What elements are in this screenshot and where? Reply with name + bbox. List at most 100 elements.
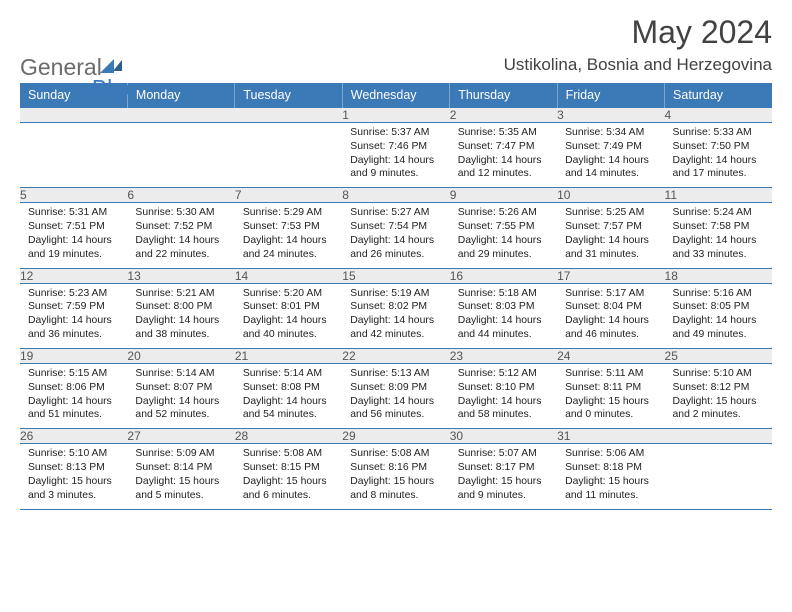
day-cell: Sunrise: 5:23 AMSunset: 7:59 PMDaylight:…: [20, 283, 127, 348]
day-number: 12: [20, 268, 127, 283]
sunset-line: Sunset: 8:15 PM: [243, 461, 336, 475]
daylight-line: Daylight: 14 hours and 12 minutes.: [458, 154, 551, 182]
day-number: 30: [450, 429, 557, 444]
daylight-line: Daylight: 14 hours and 19 minutes.: [28, 234, 121, 262]
day-number: 13: [127, 268, 234, 283]
day-cell: Sunrise: 5:31 AMSunset: 7:51 PMDaylight:…: [20, 203, 127, 268]
day-cell: Sunrise: 5:10 AMSunset: 8:12 PMDaylight:…: [665, 363, 772, 428]
sunrise-line: Sunrise: 5:23 AM: [28, 287, 121, 301]
day-cell: Sunrise: 5:14 AMSunset: 8:08 PMDaylight:…: [235, 363, 342, 428]
day-number: 28: [235, 429, 342, 444]
sunset-line: Sunset: 8:16 PM: [350, 461, 443, 475]
sunrise-line: Sunrise: 5:21 AM: [135, 287, 228, 301]
daylight-line: Daylight: 14 hours and 42 minutes.: [350, 314, 443, 342]
logo-sail-icon: [100, 59, 114, 73]
daylight-line: Daylight: 14 hours and 31 minutes.: [565, 234, 658, 262]
daylight-line: Daylight: 14 hours and 33 minutes.: [673, 234, 766, 262]
sunrise-line: Sunrise: 5:09 AM: [135, 447, 228, 461]
sunrise-line: Sunrise: 5:14 AM: [135, 367, 228, 381]
dow-header: Saturday: [665, 83, 772, 108]
day-number: 14: [235, 268, 342, 283]
daylight-line: Daylight: 14 hours and 58 minutes.: [458, 395, 551, 423]
daylight-line: Daylight: 14 hours and 17 minutes.: [673, 154, 766, 182]
sunrise-line: Sunrise: 5:07 AM: [458, 447, 551, 461]
sunset-line: Sunset: 7:52 PM: [135, 220, 228, 234]
daylight-line: Daylight: 14 hours and 24 minutes.: [243, 234, 336, 262]
day-number: 26: [20, 429, 127, 444]
sunset-line: Sunset: 7:54 PM: [350, 220, 443, 234]
sunset-line: Sunset: 8:10 PM: [458, 381, 551, 395]
logo-text-general: General: [20, 54, 102, 81]
day-number: [235, 108, 342, 123]
day-cell: Sunrise: 5:17 AMSunset: 8:04 PMDaylight:…: [557, 283, 664, 348]
day-cell: Sunrise: 5:33 AMSunset: 7:50 PMDaylight:…: [665, 123, 772, 188]
day-cell: Sunrise: 5:12 AMSunset: 8:10 PMDaylight:…: [450, 363, 557, 428]
day-cell: Sunrise: 5:37 AMSunset: 7:46 PMDaylight:…: [342, 123, 449, 188]
sunrise-line: Sunrise: 5:26 AM: [458, 206, 551, 220]
sunset-line: Sunset: 8:07 PM: [135, 381, 228, 395]
dow-header: Thursday: [450, 83, 557, 108]
sunrise-line: Sunrise: 5:16 AM: [673, 287, 766, 301]
calendar-table: SundayMondayTuesdayWednesdayThursdayFrid…: [20, 83, 772, 510]
day-cell: Sunrise: 5:34 AMSunset: 7:49 PMDaylight:…: [557, 123, 664, 188]
day-number: 8: [342, 188, 449, 203]
daylight-line: Daylight: 14 hours and 44 minutes.: [458, 314, 551, 342]
sunset-line: Sunset: 8:04 PM: [565, 300, 658, 314]
day-number: 31: [557, 429, 664, 444]
day-cell: [665, 444, 772, 509]
day-cell: Sunrise: 5:13 AMSunset: 8:09 PMDaylight:…: [342, 363, 449, 428]
day-cell: Sunrise: 5:26 AMSunset: 7:55 PMDaylight:…: [450, 203, 557, 268]
sunrise-line: Sunrise: 5:37 AM: [350, 126, 443, 140]
sunrise-line: Sunrise: 5:17 AM: [565, 287, 658, 301]
day-number: 23: [450, 348, 557, 363]
sunset-line: Sunset: 8:02 PM: [350, 300, 443, 314]
logo-text-blue: Blue: [92, 75, 138, 102]
daylight-line: Daylight: 14 hours and 46 minutes.: [565, 314, 658, 342]
day-number: 2: [450, 108, 557, 123]
day-number: 17: [557, 268, 664, 283]
sunrise-line: Sunrise: 5:33 AM: [673, 126, 766, 140]
dow-header: Friday: [557, 83, 664, 108]
daylight-line: Daylight: 14 hours and 51 minutes.: [28, 395, 121, 423]
daylight-line: Daylight: 15 hours and 8 minutes.: [350, 475, 443, 503]
day-number: 1: [342, 108, 449, 123]
sunset-line: Sunset: 7:55 PM: [458, 220, 551, 234]
sunrise-line: Sunrise: 5:08 AM: [243, 447, 336, 461]
day-number: [127, 108, 234, 123]
dow-header: Monday: [127, 83, 234, 108]
day-number: 27: [127, 429, 234, 444]
sunrise-line: Sunrise: 5:25 AM: [565, 206, 658, 220]
sunset-line: Sunset: 8:12 PM: [673, 381, 766, 395]
day-cell: Sunrise: 5:07 AMSunset: 8:17 PMDaylight:…: [450, 444, 557, 509]
day-cell: Sunrise: 5:10 AMSunset: 8:13 PMDaylight:…: [20, 444, 127, 509]
dow-header: Wednesday: [342, 83, 449, 108]
sunset-line: Sunset: 7:46 PM: [350, 140, 443, 154]
day-cell: Sunrise: 5:18 AMSunset: 8:03 PMDaylight:…: [450, 283, 557, 348]
sunrise-line: Sunrise: 5:10 AM: [28, 447, 121, 461]
day-number: 20: [127, 348, 234, 363]
daylight-line: Daylight: 15 hours and 2 minutes.: [673, 395, 766, 423]
daylight-line: Daylight: 14 hours and 38 minutes.: [135, 314, 228, 342]
daylight-line: Daylight: 14 hours and 54 minutes.: [243, 395, 336, 423]
sunset-line: Sunset: 8:13 PM: [28, 461, 121, 475]
sunrise-line: Sunrise: 5:29 AM: [243, 206, 336, 220]
sunset-line: Sunset: 8:05 PM: [673, 300, 766, 314]
daylight-line: Daylight: 15 hours and 3 minutes.: [28, 475, 121, 503]
dow-header: Tuesday: [235, 83, 342, 108]
day-number: 21: [235, 348, 342, 363]
day-number: 19: [20, 348, 127, 363]
day-cell: [127, 123, 234, 188]
day-cell: Sunrise: 5:25 AMSunset: 7:57 PMDaylight:…: [557, 203, 664, 268]
day-cell: Sunrise: 5:21 AMSunset: 8:00 PMDaylight:…: [127, 283, 234, 348]
daylight-line: Daylight: 14 hours and 56 minutes.: [350, 395, 443, 423]
day-number: 7: [235, 188, 342, 203]
sunset-line: Sunset: 8:06 PM: [28, 381, 121, 395]
sunrise-line: Sunrise: 5:13 AM: [350, 367, 443, 381]
day-cell: Sunrise: 5:06 AMSunset: 8:18 PMDaylight:…: [557, 444, 664, 509]
sunset-line: Sunset: 7:49 PM: [565, 140, 658, 154]
sunset-line: Sunset: 7:59 PM: [28, 300, 121, 314]
day-number: 10: [557, 188, 664, 203]
day-cell: Sunrise: 5:14 AMSunset: 8:07 PMDaylight:…: [127, 363, 234, 428]
sunset-line: Sunset: 7:53 PM: [243, 220, 336, 234]
sunset-line: Sunset: 7:51 PM: [28, 220, 121, 234]
